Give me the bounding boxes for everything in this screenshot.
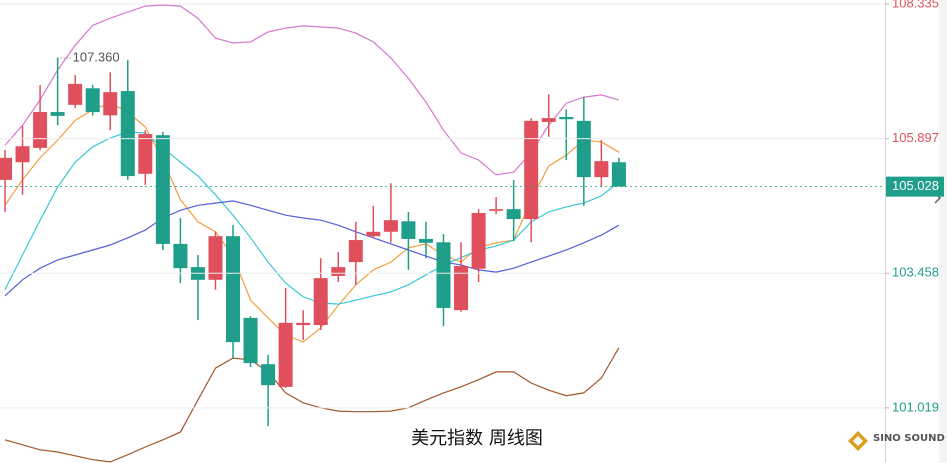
candle-body xyxy=(454,265,469,311)
y-tick-label: 101.019 xyxy=(892,399,939,414)
high-marker-label: 107.360 xyxy=(73,49,120,64)
candle-body xyxy=(576,120,591,178)
candle-body xyxy=(68,83,83,105)
candle-body xyxy=(243,317,258,364)
candle-body xyxy=(348,240,363,263)
candle-body xyxy=(226,236,241,343)
candle-body xyxy=(15,146,30,163)
candle-body xyxy=(120,91,135,177)
candle-body xyxy=(33,112,48,148)
candle-body xyxy=(138,134,153,174)
y-tick-label: 108.335 xyxy=(892,0,939,11)
candle-body xyxy=(208,236,223,280)
candle-body xyxy=(173,243,188,269)
chart-title: 美元指数 周线图 xyxy=(411,428,543,449)
logo: SINO SOUND xyxy=(848,431,945,451)
candle-body xyxy=(489,209,504,211)
candle-body xyxy=(401,221,416,239)
logo-text: SINO SOUND xyxy=(873,433,945,444)
candle-body xyxy=(366,231,381,237)
candle-body xyxy=(313,278,328,326)
candle-body xyxy=(85,88,100,113)
candle-body xyxy=(0,157,12,180)
candle-body xyxy=(611,162,626,187)
indicator-line xyxy=(4,4,620,176)
scrollbar[interactable] xyxy=(939,0,947,463)
candle-body xyxy=(296,322,311,326)
candle-body xyxy=(103,92,118,116)
candle-body xyxy=(506,209,521,220)
candle-body xyxy=(524,120,539,220)
last-price-box xyxy=(886,176,944,197)
candle-body xyxy=(541,118,556,122)
candle-body xyxy=(261,364,276,386)
candle-body xyxy=(436,242,451,308)
candle-body xyxy=(471,213,486,269)
last-price-label: 105.028 xyxy=(892,178,939,193)
candle-body xyxy=(418,238,433,243)
indicator-line xyxy=(4,200,620,297)
plot-area: 107.360 xyxy=(0,4,626,463)
y-tick-label: 103.458 xyxy=(892,265,939,280)
candle-body xyxy=(594,161,609,178)
candle-body xyxy=(331,267,346,276)
candle-body xyxy=(278,322,293,387)
indicator-line xyxy=(4,347,620,463)
candle-body xyxy=(155,135,170,244)
y-tick-label: 105.897 xyxy=(892,130,939,145)
candle-body xyxy=(383,220,398,232)
candle-body xyxy=(50,112,65,116)
indicator-line xyxy=(4,131,620,305)
candle-body xyxy=(559,116,574,120)
logo-icon-inner xyxy=(853,436,863,446)
